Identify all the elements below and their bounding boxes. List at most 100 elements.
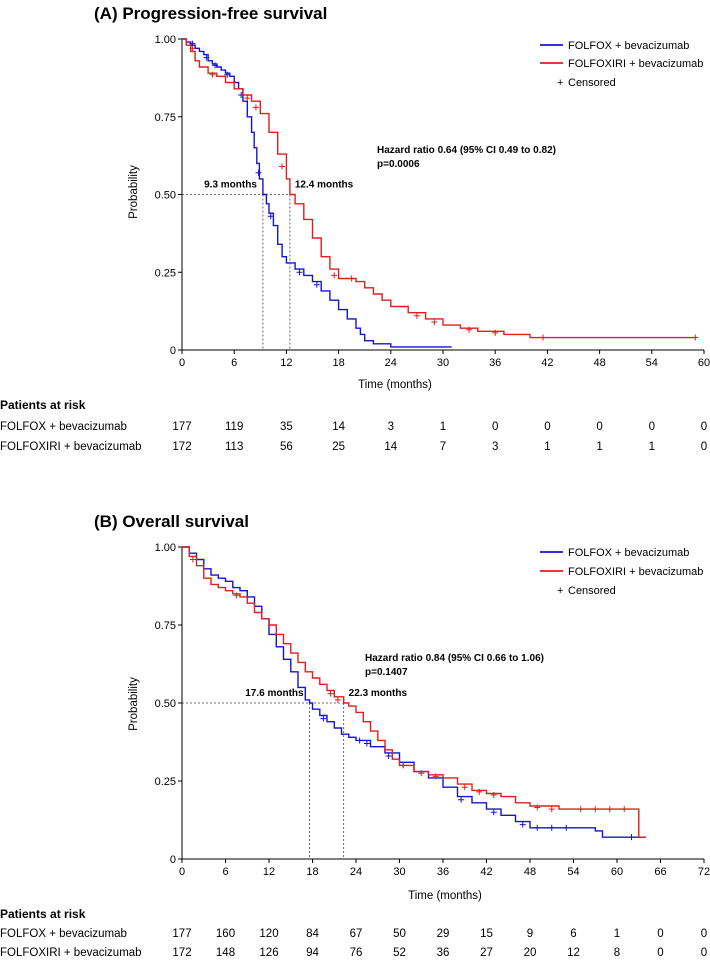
- risk-count-folfoxiri: 1: [596, 441, 602, 453]
- hazard-ratio-text: Hazard ratio 0.84 (95% CI 0.66 to 1.06): [365, 653, 544, 664]
- y-tick-label: 0.25: [155, 776, 176, 788]
- censor-mark-folfoxiri: [279, 163, 286, 170]
- risk-count-folfoxiri: 0: [701, 947, 707, 959]
- risk-count-folfoxiri: 148: [216, 947, 235, 959]
- censor-mark-folfox: [563, 824, 570, 831]
- risk-count-folfox: 0: [701, 421, 707, 433]
- censor-mark-folfoxiri: [431, 319, 438, 326]
- panel-overall-survival: (B) Overall survival Probability Time (m…: [0, 512, 710, 959]
- censor-mark-folfoxiri: [334, 696, 341, 703]
- y-tick-label: 0: [170, 854, 176, 866]
- censor-mark-folfox: [320, 715, 327, 722]
- median-label-folfox: 17.6 months: [245, 688, 304, 699]
- risk-count-folfoxiri: 14: [384, 441, 397, 453]
- risk-count-folfox: 0: [657, 928, 663, 940]
- x-tick-label: 30: [437, 357, 449, 369]
- x-tick-label: 12: [263, 866, 275, 878]
- series-line-folfox: [182, 38, 452, 348]
- censor-mark-folfoxiri: [466, 326, 473, 333]
- x-tick-label: 36: [489, 357, 501, 369]
- risk-count-folfoxiri: 172: [172, 441, 191, 453]
- censor-mark-folfoxiri: [577, 806, 584, 813]
- legend-label-folfox: FOLFOX + bevacizumab: [568, 547, 689, 559]
- median-label-folfox: 9.3 months: [204, 180, 257, 191]
- y-tick-label: 1.00: [155, 34, 176, 46]
- censor-mark-folfox: [519, 821, 526, 828]
- censor-mark-folfox: [356, 737, 363, 744]
- y-tick-label: 0.75: [155, 112, 176, 124]
- censor-mark-folfoxiri: [540, 334, 547, 341]
- censor-mark-folfox: [534, 824, 541, 831]
- censor-mark-folfox: [267, 213, 274, 220]
- censor-mark-folfox: [212, 62, 219, 69]
- y-tick-label: 0.75: [155, 620, 176, 632]
- x-tick-label: 72: [698, 866, 710, 878]
- censor-mark-folfoxiri: [348, 275, 355, 282]
- censor-mark-folfox: [490, 809, 497, 816]
- risk-count-folfox: 1: [614, 928, 620, 940]
- censor-mark-folfox: [548, 824, 555, 831]
- risk-count-folfoxiri: 52: [393, 947, 406, 959]
- x-tick-label: 18: [332, 357, 344, 369]
- risk-count-folfox: 67: [350, 928, 363, 940]
- censor-mark-folfoxiri: [331, 272, 338, 279]
- risk-count-folfox: 0: [596, 421, 602, 433]
- risk-count-folfox: 14: [332, 421, 345, 433]
- x-tick-label: 42: [541, 357, 553, 369]
- censor-mark-folfoxiri: [189, 45, 196, 52]
- censor-mark-folfoxiri: [413, 312, 420, 319]
- censor-mark-folfoxiri: [621, 806, 628, 813]
- x-tick-label: 60: [611, 866, 623, 878]
- risk-count-folfox: 177: [172, 928, 191, 940]
- risk-count-folfoxiri: 113: [225, 441, 243, 453]
- risk-count-folfoxiri: 94: [306, 947, 319, 959]
- censor-mark-folfoxiri: [432, 773, 439, 780]
- censor-mark-folfox: [224, 71, 231, 78]
- series-line-folfoxiri: [182, 38, 696, 339]
- x-tick-label: 0: [179, 357, 185, 369]
- legend-censored-marker: +: [557, 77, 563, 89]
- x-tick-label: 24: [350, 866, 362, 878]
- risk-count-folfoxiri: 0: [701, 441, 707, 453]
- risk-count-folfoxiri: 12: [567, 947, 580, 959]
- censor-mark-folfoxiri: [490, 792, 497, 799]
- y-tick-label: 0.50: [155, 698, 176, 710]
- risk-table-heading: Patients at risk: [0, 907, 86, 921]
- risk-count-folfox: 119: [225, 421, 243, 433]
- x-axis-label: Time (months): [358, 379, 432, 391]
- y-tick-label: 0.50: [155, 190, 176, 202]
- censor-mark-folfoxiri: [492, 329, 499, 336]
- censor-mark-folfox: [458, 796, 465, 803]
- censor-mark-folfox: [203, 54, 210, 61]
- risk-count-folfox: 0: [544, 421, 550, 433]
- risk-count-folfox: 177: [172, 421, 191, 433]
- censor-mark-folfoxiri: [476, 788, 483, 795]
- y-axis-label: Probability: [128, 165, 140, 219]
- risk-count-folfox: 9: [527, 928, 533, 940]
- risk-count-folfox: 0: [649, 421, 655, 433]
- risk-count-folfoxiri: 25: [332, 441, 345, 453]
- censor-mark-folfoxiri: [209, 71, 216, 78]
- x-tick-label: 48: [593, 357, 605, 369]
- legend-label-censored: Censored: [568, 585, 616, 597]
- censor-mark-folfoxiri: [606, 806, 613, 813]
- y-tick-label: 0: [170, 345, 176, 357]
- p-value-text: p=0.0006: [377, 159, 420, 170]
- x-tick-label: 42: [480, 866, 492, 878]
- censor-mark-folfoxiri: [418, 770, 425, 777]
- hazard-ratio-text: Hazard ratio 0.64 (95% CI 0.49 to 0.82): [377, 145, 556, 156]
- censor-mark-folfoxiri: [461, 784, 468, 791]
- censor-mark-folfox: [255, 169, 262, 176]
- risk-row-label-folfoxiri: FOLFOXIRI + bevacizumab: [0, 441, 142, 453]
- panel-title: (B) Overall survival: [94, 512, 249, 531]
- x-axis-label: Time (months): [408, 890, 482, 902]
- censor-mark-folfoxiri: [189, 556, 196, 563]
- risk-count-folfox: 6: [570, 928, 576, 940]
- panel-progression-free-survival: (A) Progression-free survival Probabilit…: [0, 4, 710, 453]
- x-tick-label: 60: [698, 357, 710, 369]
- x-tick-label: 24: [385, 357, 397, 369]
- risk-count-folfox: 160: [216, 928, 235, 940]
- risk-count-folfox: 84: [306, 928, 319, 940]
- risk-row-label-folfoxiri: FOLFOXIRI + bevacizumab: [0, 947, 142, 959]
